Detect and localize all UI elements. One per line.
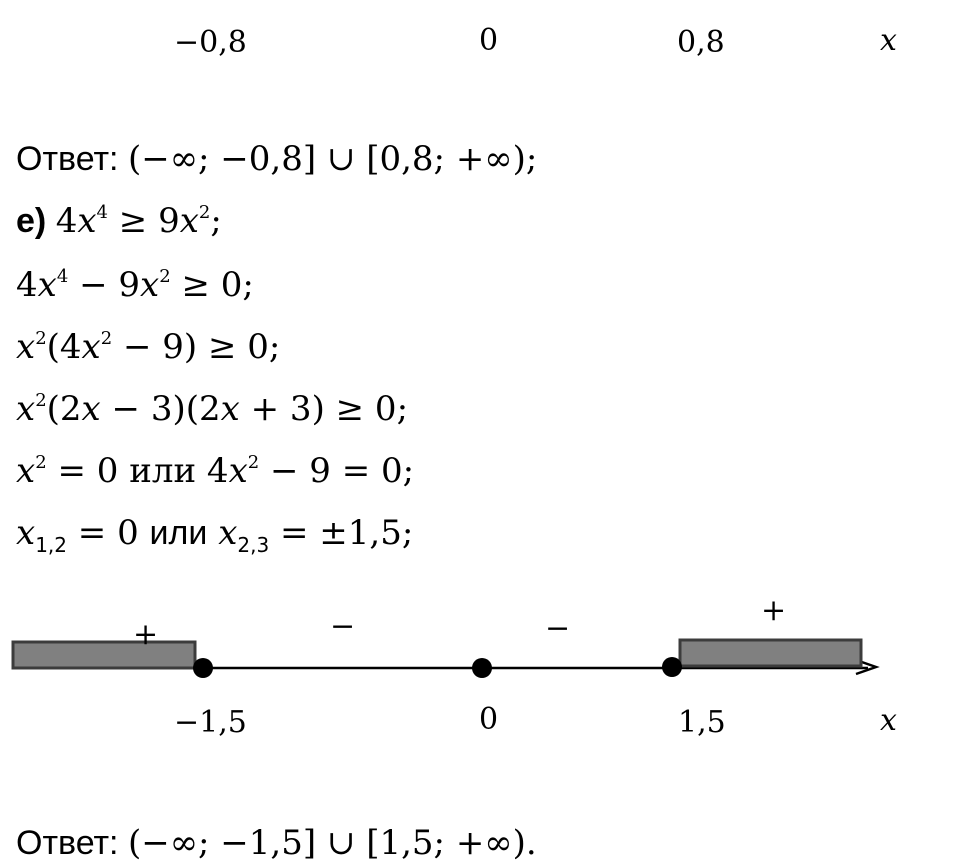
answer-interval: (−∞; −1,5] ∪ [1,5; +∞). (127, 823, 537, 863)
sign-left: + (133, 617, 159, 652)
axis-label-pos-0-8: 0,8 (677, 25, 725, 60)
shaded-interval-left (11, 640, 197, 670)
point-zero (472, 658, 492, 678)
axis-label-zero: 0 (479, 23, 499, 58)
step-line-3: x2(4x2 − 9) ≥ 0; (16, 327, 281, 367)
step-line-2: 4x4 − 9x2 ≥ 0; (16, 265, 254, 305)
answer-prefix: Ответ: (16, 140, 119, 178)
step-line-6: x1,2 = 0 или x2,3 = ±1,5; (16, 513, 414, 557)
part-label: е) (16, 202, 47, 240)
answer-interval: (−∞; −0,8] ∪ [0,8; +∞); (127, 139, 538, 179)
step-line-5: x2 = 0 или 4x2 − 9 = 0; (16, 451, 415, 491)
label-pos-1-5: 1,5 (678, 705, 726, 740)
answer-prefix: Ответ: (16, 824, 119, 862)
sign-mid-left: − (330, 609, 356, 644)
axis-label-neg-0-8: −0,8 (174, 25, 247, 60)
number-line-var: x (880, 703, 897, 738)
point-neg-1-5 (193, 658, 213, 678)
axis-arrow-icon (855, 658, 880, 676)
shaded-interval-right (678, 638, 863, 668)
label-neg-1-5: −1,5 (174, 705, 247, 740)
sign-right: + (761, 593, 787, 628)
point-pos-1-5 (662, 657, 682, 677)
label-zero: 0 (479, 702, 499, 737)
axis-var-label: x (880, 23, 897, 58)
sign-mid-right: − (545, 611, 571, 646)
part-e-inequality: е) 4x4 ≥ 9x2; (16, 201, 222, 241)
step-line-4: x2(2x − 3)(2x + 3) ≥ 0; (16, 389, 409, 429)
answer-e: Ответ: (−∞; −1,5] ∪ [1,5; +∞). (16, 826, 537, 860)
answer-d: Ответ: (−∞; −0,8] ∪ [0,8; +∞); (16, 142, 537, 176)
